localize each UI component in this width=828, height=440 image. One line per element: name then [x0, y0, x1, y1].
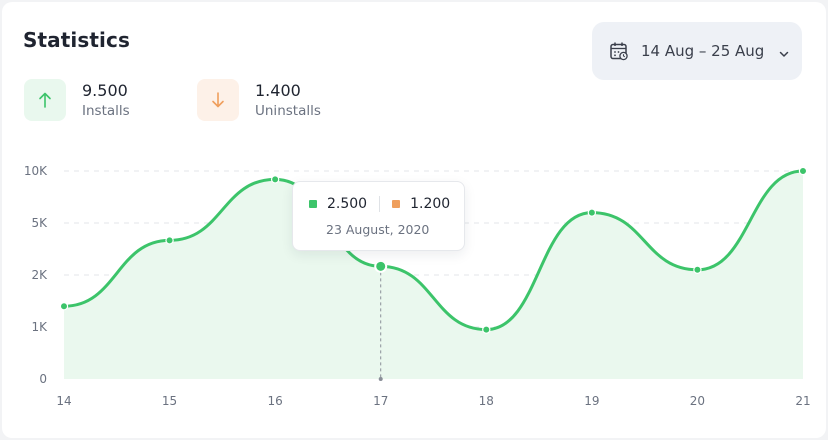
data-point [482, 325, 491, 334]
y-tick-label: 5K [31, 216, 48, 230]
hover-guide-base-dot [378, 377, 383, 381]
installs-legend-square [309, 200, 317, 208]
card-title: Statistics [23, 28, 130, 52]
data-point [165, 236, 174, 245]
chart-tooltip: 2.500 1.200 23 August, 2020 [292, 181, 465, 251]
uninstalls-stat: 1.400 Uninstalls [197, 79, 321, 121]
x-tick-label: 18 [479, 394, 494, 408]
installs-label: Installs [82, 102, 130, 119]
area-fill [64, 171, 803, 379]
tooltip-installs-value: 2.500 [327, 196, 368, 212]
x-tick-label: 21 [795, 394, 810, 408]
y-tick-label: 2K [31, 268, 48, 282]
x-tick-label: 17 [373, 394, 388, 408]
y-tick-label: 1K [31, 320, 48, 334]
installs-value: 9.500 [82, 80, 128, 100]
tooltip-uninstalls-value: 1.200 [410, 196, 451, 212]
x-tick-label: 19 [584, 394, 599, 408]
y-tick-label: 0 [39, 372, 47, 386]
tooltip-divider [379, 196, 381, 212]
data-point [798, 166, 808, 176]
data-point [587, 208, 597, 217]
uninstalls-value: 1.400 [255, 80, 301, 100]
data-point [59, 302, 69, 311]
date-range-label: 14 Aug – 25 Aug [641, 42, 765, 60]
arrow-up-icon [24, 79, 66, 121]
calendar-icon [609, 41, 629, 61]
x-tick-label: 16 [268, 394, 283, 408]
installs-stat: 9.500 Installs [24, 79, 130, 121]
y-tick-label: 10K [24, 164, 48, 178]
uninstalls-legend-square [392, 200, 401, 208]
installs-series-line [62, 169, 805, 332]
uninstalls-label: Uninstalls [255, 102, 321, 119]
highlighted-data-point [374, 259, 388, 273]
data-point [693, 265, 702, 274]
chevron-down-icon [778, 45, 790, 57]
x-tick-label: 14 [56, 394, 71, 408]
x-tick-label: 20 [690, 394, 705, 408]
tooltip-date: 23 August, 2020 [326, 222, 430, 237]
arrow-down-icon [197, 79, 239, 121]
data-point [270, 175, 280, 184]
x-tick-label: 15 [162, 394, 177, 408]
date-range-picker[interactable]: 14 Aug – 25 Aug [592, 22, 802, 80]
